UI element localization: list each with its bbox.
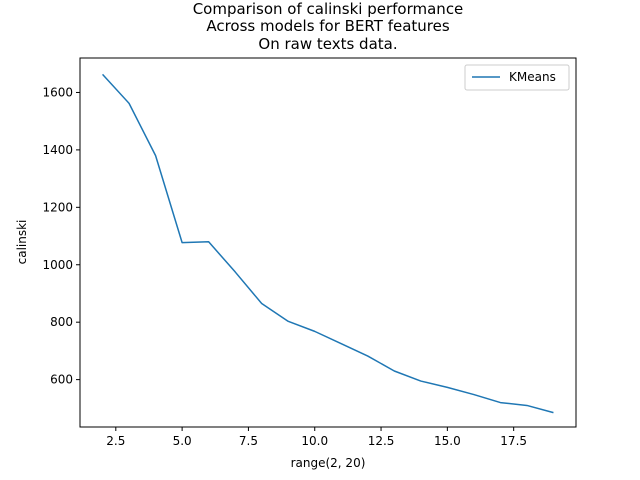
legend-box	[464, 64, 570, 91]
x-tick-label: 5.0	[173, 434, 192, 448]
series-line-kmeans	[101, 73, 554, 414]
chart-title: Comparison of calinski performance Acros…	[193, 0, 464, 53]
y-axis-label: calinski	[15, 220, 29, 265]
legend-label-kmeans: KMeans	[509, 70, 556, 84]
y-tick-label: 1200	[42, 200, 73, 214]
x-axis-ticks: 2.5 5.0 7.5 10.0 12.5 15.0 17.5	[106, 427, 527, 448]
title-line-3: On raw texts data.	[258, 35, 397, 53]
x-tick-label: 17.5	[500, 434, 527, 448]
y-tick-label: 600	[50, 373, 73, 387]
title-line-2: Across models for BERT features	[206, 17, 450, 35]
y-tick-label: 1400	[42, 143, 73, 157]
x-tick-label: 12.5	[368, 434, 395, 448]
y-tick-label: 1000	[42, 258, 73, 272]
x-tick-label: 7.5	[239, 434, 258, 448]
series-layer	[101, 73, 554, 414]
legend: KMeans	[464, 64, 570, 91]
plot-area-frame	[79, 57, 577, 428]
x-tick-label: 2.5	[106, 434, 125, 448]
x-tick-label: 10.0	[301, 434, 328, 448]
x-axis-label: range(2, 20)	[291, 456, 366, 470]
y-tick-label: 800	[50, 315, 73, 329]
y-tick-label: 1600	[42, 85, 73, 99]
title-line-1: Comparison of calinski performance	[193, 0, 464, 18]
y-axis-ticks: 600 800 1000 1200 1400 1600	[42, 85, 80, 387]
x-tick-label: 15.0	[434, 434, 461, 448]
